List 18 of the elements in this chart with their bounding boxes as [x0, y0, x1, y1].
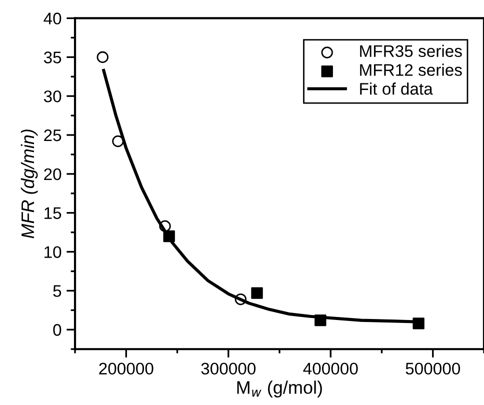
x-tick-label: 300000	[201, 362, 256, 375]
legend-label: MFR12 series	[360, 64, 462, 76]
y-tick-label: 0	[53, 324, 62, 336]
x-tick-label: 400000	[303, 362, 358, 375]
legend-label: MFR35 series	[360, 44, 462, 58]
y-tick-label: 25	[44, 129, 62, 142]
y-tick-label: 20	[44, 168, 62, 180]
x-tick-label: 200000	[99, 362, 154, 375]
legend-label: Fit of data	[360, 82, 433, 95]
y-tick-label: 15	[44, 207, 62, 220]
x-tick-label: 500000	[406, 362, 460, 375]
y-tick-label: 30	[44, 90, 62, 102]
x-axis-title: M$_{w}$ (g/mol)	[237, 380, 322, 398]
y-axis-title: MFR (dg/min)	[20, 130, 38, 238]
y-tick-label: 5	[53, 285, 62, 297]
y-tick-label: 35	[44, 52, 62, 64]
y-tick-label: 10	[44, 246, 62, 258]
y-tick-label: 40	[44, 12, 62, 24]
